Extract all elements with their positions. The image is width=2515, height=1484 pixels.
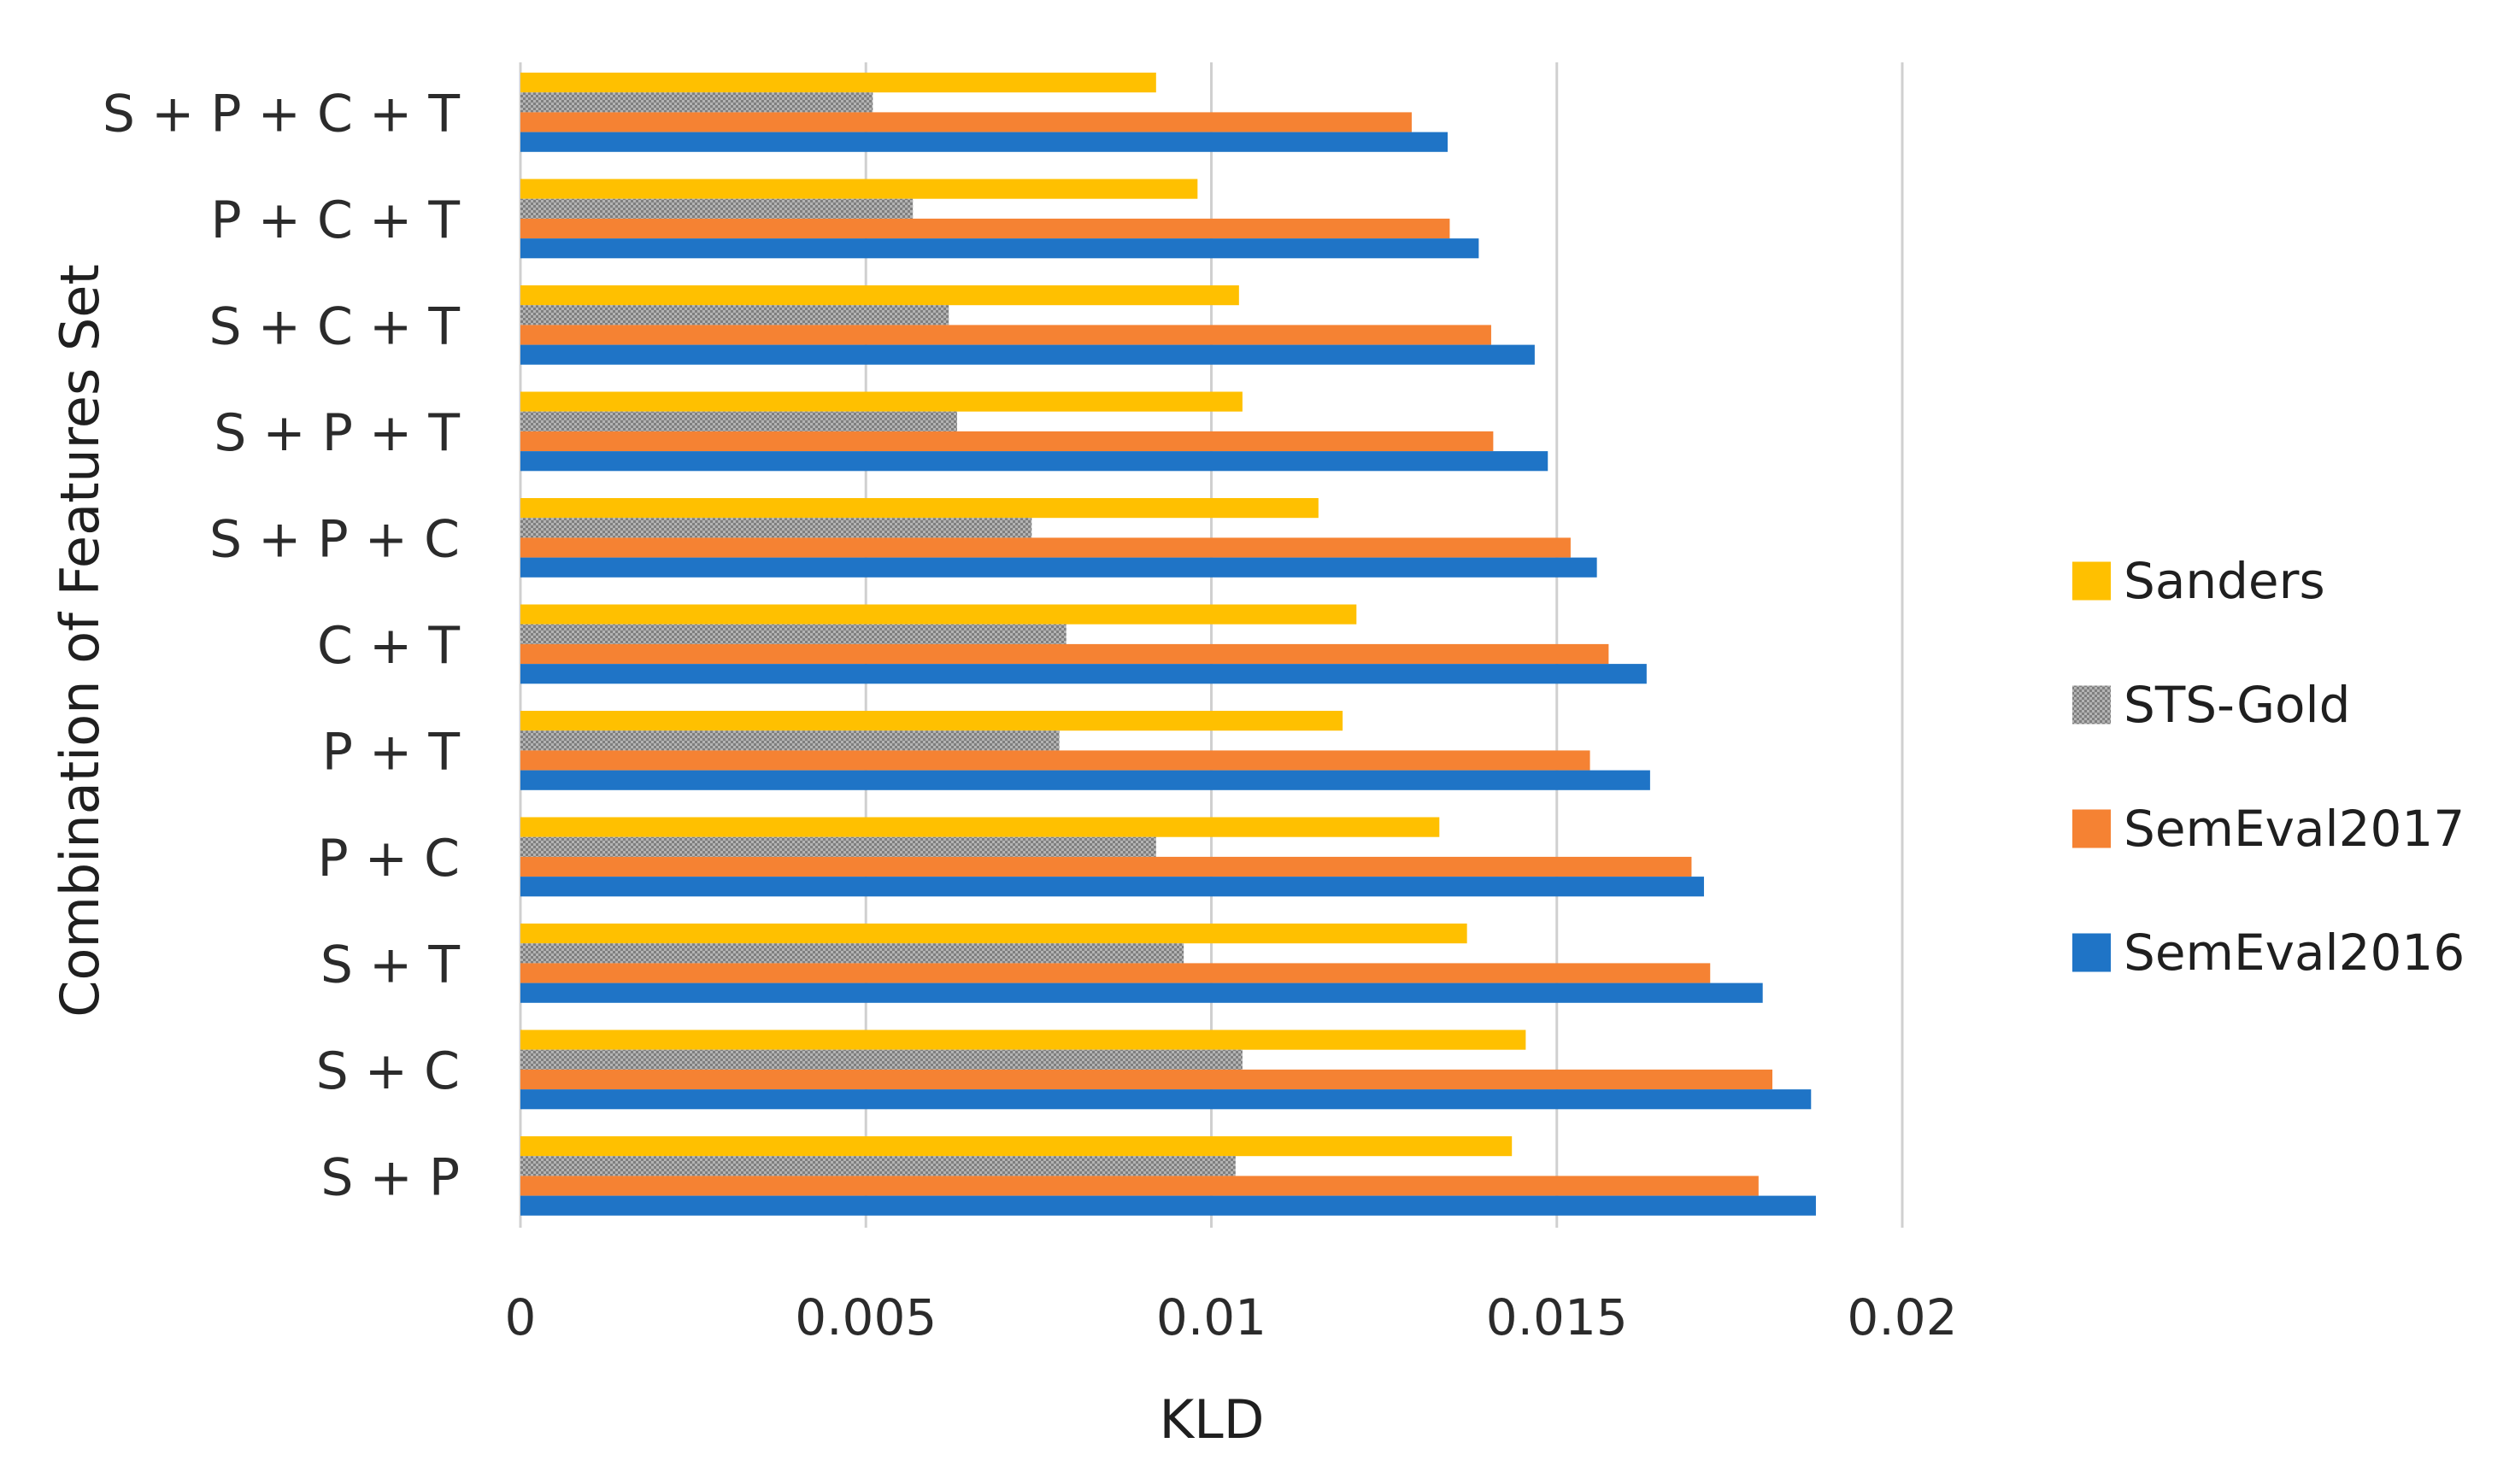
bar-semeval2016-0 [520,132,1448,152]
x-tick-label-3: 0.015 [1486,1288,1628,1346]
category-label-0: S + P + C + T [103,84,460,144]
bar-semeval2017-0 [520,112,1412,132]
bar-sts-gold-10 [520,1156,1236,1176]
legend-label-semeval2017: SemEval2017 [2124,800,2465,858]
category-tick-labels: S + P + C + T P + C + T S + C + T S + P + T… [103,84,460,1207]
bar-sanders-0 [520,73,1156,93]
bar-sts-gold-0 [520,92,873,113]
category-label-10: S + P [320,1147,460,1207]
bar-semeval2017-9 [520,1069,1773,1090]
category-label-1: P + C + T [210,191,460,250]
bar-sts-gold-7 [520,836,1156,857]
bar-semeval2016-9 [520,1089,1812,1110]
bar-sts-gold-6 [520,730,1060,751]
bar-semeval2017-2 [520,325,1491,345]
category-label-8: S + T [320,935,461,994]
bar-sanders-2 [520,285,1239,306]
category-label-3: S + P + T [214,403,460,463]
bar-sts-gold-3 [520,411,957,431]
legend-swatch-sts-gold [2072,685,2111,724]
bar-semeval2017-4 [520,537,1571,558]
category-label-7: P + C [318,829,461,889]
bar-semeval2016-1 [520,238,1479,259]
bar-sanders-5 [520,604,1357,625]
legend: Sanders STS-Gold SemEval2017 SemEval2016 [2072,552,2465,982]
legend-swatch-semeval2017 [2072,809,2111,848]
x-tick-label-2: 0.01 [1156,1288,1266,1346]
x-tick-label-0: 0 [505,1288,537,1346]
bar-sts-gold-1 [520,198,914,219]
x-tick-label-4: 0.02 [1847,1288,1957,1346]
bar-semeval2016-8 [520,982,1763,1003]
category-label-9: S + C [316,1041,460,1101]
bar-semeval2016-7 [520,877,1704,897]
bar-sanders-10 [520,1136,1513,1157]
bar-sanders-3 [520,391,1243,412]
bar-sts-gold-2 [520,305,949,326]
bar-sanders-1 [520,179,1198,199]
x-tick-label-1: 0.005 [795,1288,937,1346]
bar-semeval2017-7 [520,856,1692,877]
bars [520,73,1816,1216]
legend-label-sts-gold: STS-Gold [2124,676,2350,734]
bar-semeval2017-8 [520,963,1711,983]
category-label-2: S + C + T [209,296,461,356]
bar-sts-gold-8 [520,943,1184,964]
bar-sanders-6 [520,711,1343,731]
legend-swatch-sanders [2072,561,2111,601]
x-tick-labels: 0 0.005 0.01 0.015 0.02 [505,1288,1958,1346]
bar-semeval2016-4 [520,557,1597,578]
bar-semeval2017-1 [520,218,1450,239]
legend-label-semeval2016: SemEval2016 [2124,924,2465,982]
bar-semeval2016-3 [520,451,1548,472]
bar-semeval2017-10 [520,1176,1759,1196]
bar-sts-gold-5 [520,624,1067,644]
bar-semeval2016-5 [520,664,1647,684]
category-label-5: C + T [317,616,460,676]
bar-sanders-7 [520,817,1440,837]
category-label-4: S + P + C [209,509,460,569]
y-axis-title: Combination of Features Set [49,264,111,1018]
bar-semeval2017-6 [520,750,1590,771]
bar-semeval2016-2 [520,344,1535,365]
bar-sanders-4 [520,498,1319,519]
bar-sts-gold-9 [520,1049,1243,1070]
legend-label-sanders: Sanders [2124,552,2325,610]
x-axis-title: KLD [1160,1388,1265,1451]
bar-semeval2017-5 [520,643,1609,665]
bar-semeval2016-10 [520,1195,1816,1216]
bar-sanders-8 [520,924,1467,944]
bar-semeval2017-3 [520,431,1494,452]
bar-sts-gold-4 [520,518,1032,538]
legend-swatch-semeval2016 [2072,933,2111,972]
bar-sanders-9 [520,1029,1526,1050]
category-label-6: P + T [322,722,461,782]
bar-semeval2016-6 [520,770,1650,790]
